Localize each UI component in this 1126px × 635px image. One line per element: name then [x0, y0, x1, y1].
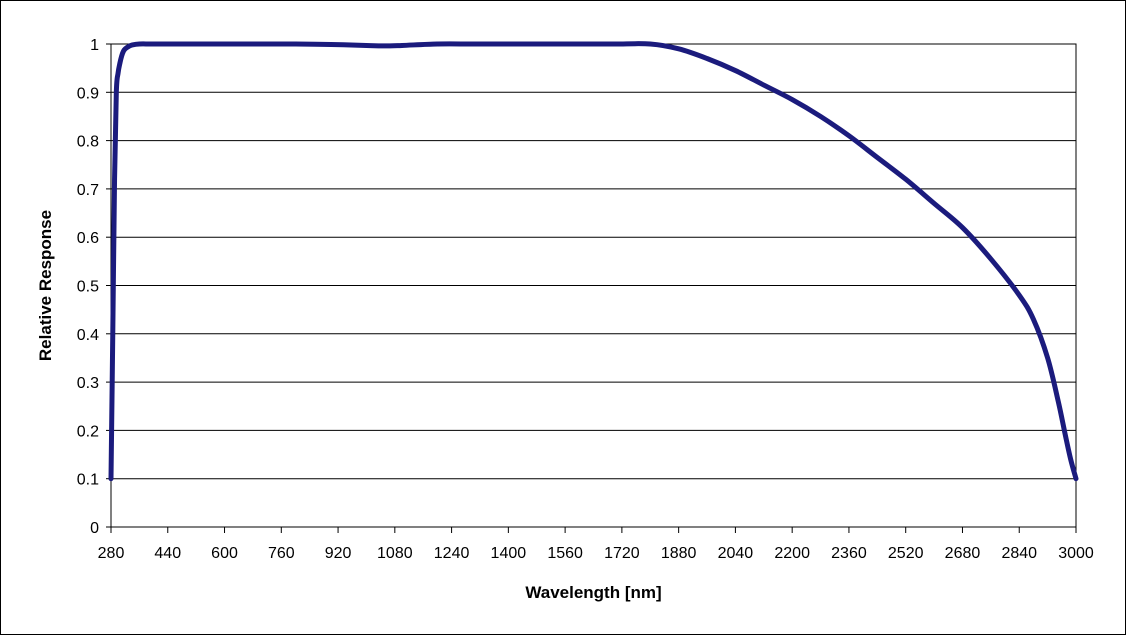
x-tick-label: 440: [154, 545, 181, 562]
x-axis-ticks: [110, 527, 1077, 533]
x-tick-label: 1560: [547, 545, 583, 562]
x-tick-label: 2520: [888, 545, 924, 562]
y-tick-label: 0.1: [77, 472, 99, 489]
y-tick-label: 0.4: [77, 327, 99, 344]
x-tick-label: 2360: [831, 545, 867, 562]
x-tick-label: 2840: [1001, 545, 1037, 562]
x-axis-title: Wavelength [nm]: [525, 583, 661, 602]
y-tick-label: 0.2: [77, 423, 99, 440]
x-tick-label: 1400: [491, 545, 527, 562]
x-tick-label: 2040: [718, 545, 754, 562]
y-axis-title: Relative Response: [36, 210, 55, 361]
response-curve: [108, 41, 1079, 482]
y-tick-label: 0.9: [77, 85, 99, 102]
x-tick-label: 920: [325, 545, 352, 562]
x-tick-label: 1080: [377, 545, 413, 562]
y-tick-label: 0.6: [77, 230, 99, 247]
x-tick-label: 760: [268, 545, 295, 562]
x-tick-label: 3000: [1058, 545, 1094, 562]
y-axis-tick-labels: 0 0.1 0.2 0.3 0.4 0.5 0.6 0.7 0.8 0.9 1: [77, 37, 99, 537]
x-tick-label: 600: [211, 545, 238, 562]
y-tick-label: 0.3: [77, 375, 99, 392]
x-tick-label: 2200: [774, 545, 810, 562]
y-tick-label: 0: [90, 520, 99, 537]
x-tick-label: 2680: [945, 545, 981, 562]
grid-lines: [111, 91, 1076, 480]
y-tick-label: 1: [90, 37, 99, 54]
x-tick-label: 1880: [661, 545, 697, 562]
x-tick-label: 1720: [604, 545, 640, 562]
y-tick-label: 0.7: [77, 182, 99, 199]
y-tick-label: 0.5: [77, 279, 99, 296]
y-tick-label: 0.8: [77, 134, 99, 151]
x-tick-label: 280: [98, 545, 125, 562]
x-tick-label: 1240: [434, 545, 470, 562]
x-axis-tick-labels: 280 440 600 760 920 1080 1240 1400 1560 1720 1880 2…: [98, 545, 1094, 562]
